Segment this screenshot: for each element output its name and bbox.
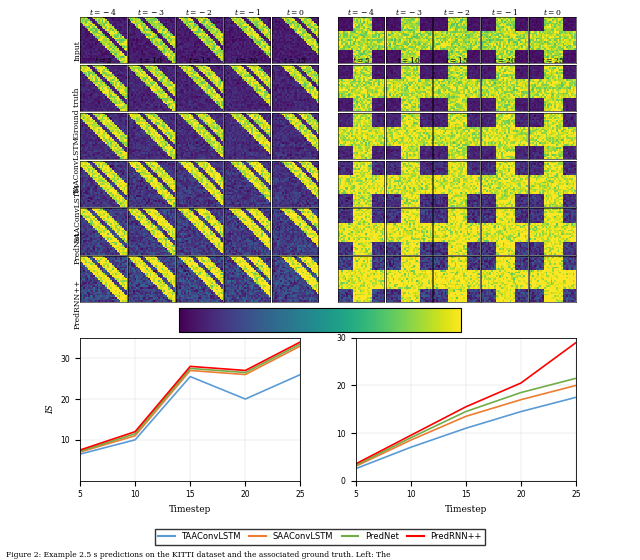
Text: free: free [241,343,258,352]
Title: $t = 15$: $t = 15$ [445,55,468,65]
Title: $t = 20$: $t = 20$ [236,55,259,65]
Title: $t = 20$: $t = 20$ [493,55,516,65]
Title: $t = 15$: $t = 15$ [188,55,211,65]
Y-axis label: Input: Input [73,40,81,60]
X-axis label: Timestep: Timestep [169,505,211,514]
Title: $t = -3$: $t = -3$ [137,7,165,17]
Title: $t = -4$: $t = -4$ [347,7,375,17]
Title: $t = -1$: $t = -1$ [491,7,518,17]
Title: $t = -3$: $t = -3$ [395,7,423,17]
Y-axis label: TAAConvLSTM: TAAConvLSTM [73,136,81,194]
Title: $t = 0$: $t = 0$ [286,7,305,17]
Title: $t = -2$: $t = -2$ [186,7,213,17]
Text: Figure 2: Example 2.5 s predictions on the KITTI dataset and the associated grou: Figure 2: Example 2.5 s predictions on t… [6,551,391,559]
Title: $t = 10$: $t = 10$ [397,55,420,65]
Y-axis label: Ground truth: Ground truth [73,88,81,138]
Y-axis label: IS: IS [46,404,55,414]
Title: $t = -2$: $t = -2$ [443,7,470,17]
Y-axis label: SAAConvLSTM: SAAConvLSTM [73,184,81,242]
Title: $t = 5$: $t = 5$ [351,55,370,65]
Title: $t = 25$: $t = 25$ [541,55,564,65]
Y-axis label: PredNet: PredNet [73,231,81,264]
Title: $t = 10$: $t = 10$ [140,55,163,65]
Title: $t = 25$: $t = 25$ [284,55,307,65]
Text: occupied: occupied [371,343,410,352]
Y-axis label: PredRNN++: PredRNN++ [73,279,81,329]
Title: $t = 5$: $t = 5$ [94,55,113,65]
X-axis label: Timestep: Timestep [445,505,487,514]
Legend: TAAConvLSTM, SAAConvLSTM, PredNet, PredRNN++: TAAConvLSTM, SAAConvLSTM, PredNet, PredR… [155,529,485,545]
Title: $t = -1$: $t = -1$ [234,7,261,17]
Title: $t = -4$: $t = -4$ [89,7,117,17]
Title: $t = 0$: $t = 0$ [543,7,562,17]
